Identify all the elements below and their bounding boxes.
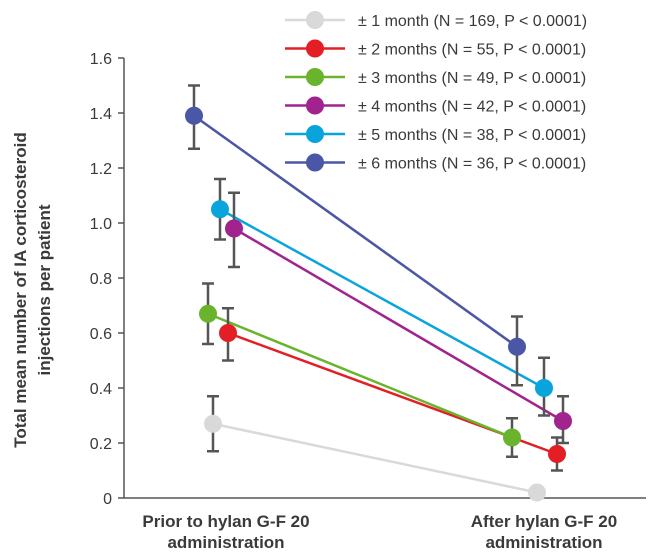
x-category-label-line: administration [485,533,602,552]
data-point [528,483,546,502]
legend-marker [306,68,324,86]
legend-label: ± 2 months (N = 55, P < 0.0001) [358,42,586,59]
series-line [219,208,545,390]
legend-marker [306,96,324,115]
legend-label: ± 4 months (N = 42, P < 0.0001) [358,99,586,116]
data-point [211,200,229,219]
legend-marker [306,153,324,172]
data-point [199,304,217,323]
series-line [207,312,513,439]
data-points [185,106,572,502]
series-line [212,422,538,494]
y-tick-label: 0.2 [90,436,112,453]
data-point [204,414,222,433]
legend-marker [306,11,324,29]
data-point [225,219,243,238]
y-axis-title-text: Total mean number of IA corticosteroid in… [11,132,54,447]
x-category-labels: Prior to hylan G-F 20 administrationAfter… [142,512,617,552]
x-category-label-line: Prior to hylan G-F 20 [142,512,309,531]
y-tick-label: 0.6 [90,326,112,343]
y-tick-label: 0.4 [90,381,112,398]
x-category-label: Prior to hylan G-F 20 administration [142,512,309,552]
y-tick-label: 1.6 [90,51,112,68]
series-line [233,227,564,423]
legend-label: ± 1 month (N = 169, P < 0.0001) [358,13,587,30]
legend-marker [306,125,324,143]
y-axis-title: Total mean number of IA corticosteroid in… [11,132,54,447]
y-tick-label: 0.8 [90,271,112,288]
y-tick-label: 1.0 [90,216,112,233]
data-point [548,445,566,463]
y-tick-label: 1.4 [90,106,112,123]
legend-label: ± 5 months (N = 38, P < 0.0001) [358,127,586,144]
x-category-label-line: After hylan G-F 20 [471,512,617,531]
x-category-label-line: administration [167,533,284,552]
y-tick-label: 1.2 [90,161,112,178]
data-point [554,412,572,430]
series-line [193,114,518,348]
y-tick-label: 0 [103,491,112,508]
y-axis-title-line: injections per patient [35,204,54,375]
y-axis-title-line: Total mean number of IA corticosteroid [11,132,30,447]
legend-label: ± 6 months (N = 36, P < 0.0001) [358,156,586,173]
data-point [508,337,526,356]
series-lines [193,114,564,494]
legend-marker [306,39,324,58]
data-point [535,379,553,397]
data-point [219,324,237,342]
legend-label: ± 3 months (N = 49, P < 0.0001) [358,70,586,87]
legend: ± 1 month (N = 169, P < 0.0001) ± 2 month… [285,11,587,173]
x-category-label: After hylan G-F 20 administration [471,512,617,552]
y-ticks: 0 0.2 0.4 0.6 0.8 1.0 1.2 1.4 1.6 [90,51,124,508]
data-point [503,428,521,447]
axes [123,58,646,499]
data-point [185,106,203,125]
